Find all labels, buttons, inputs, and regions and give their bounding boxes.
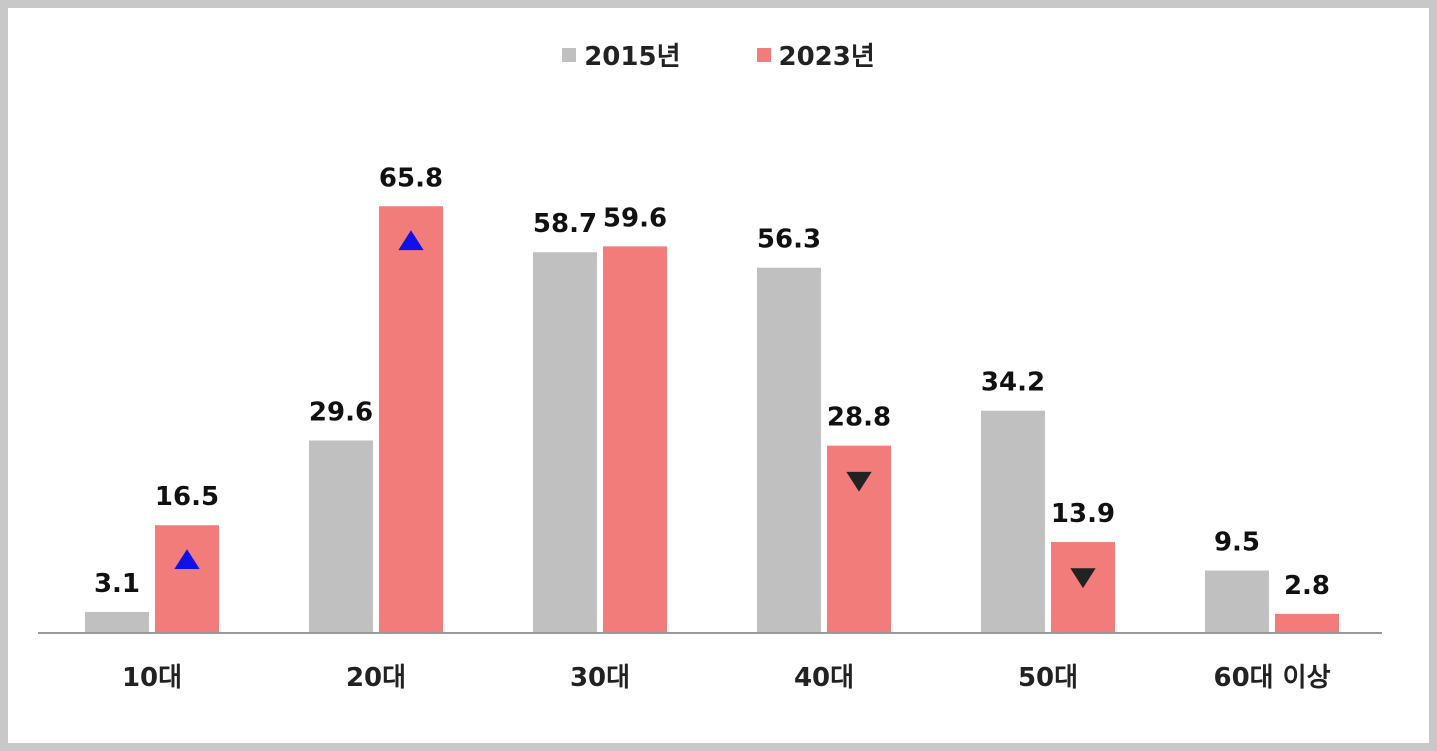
bar-2015-2 [533,252,597,632]
legend: 2015년 2023년 [0,36,1437,73]
data-label-2015-3: 56.3 [757,225,821,255]
decrease-marker-icon-2 [846,471,872,492]
x-tick-label-0: 10대 [122,663,182,693]
legend-label-2015: 2015년 [584,42,681,72]
data-label-2015-1: 29.6 [309,397,373,427]
data-label-2015-0: 3.1 [94,569,140,599]
bar-2023-1 [379,206,443,633]
x-tick-label-4: 50대 [1018,663,1078,693]
bar-2023-2 [603,246,667,632]
x-tick-label-1: 20대 [346,663,406,693]
data-label-2023-5: 2.8 [1284,571,1330,601]
bar-2023-0 [155,525,219,632]
decrease-marker-icon-3 [1070,568,1096,589]
bar-2015-1 [309,440,373,632]
bar-2015-0 [85,611,149,632]
legend-item-2015: 2015년 [562,36,681,73]
bar-2023-5 [1275,613,1339,632]
data-label-2015-2: 58.7 [533,209,597,239]
data-label-2023-0: 16.5 [155,482,219,512]
data-label-2023-1: 65.8 [379,163,443,193]
legend-item-2023: 2023년 [756,36,875,73]
x-tick-label-2: 30대 [570,663,630,693]
bar-2015-3 [757,267,821,632]
legend-swatch-2023 [756,47,771,62]
increase-marker-icon-1 [398,230,424,251]
bar-2015-4 [981,410,1045,632]
x-tick-label-3: 40대 [794,663,854,693]
data-label-2015-4: 34.2 [981,368,1045,398]
data-label-2015-5: 9.5 [1214,528,1260,558]
legend-label-2023: 2023년 [778,42,875,72]
data-label-2023-2: 59.6 [603,203,667,233]
x-tick-label-5: 60대 이상 [1214,663,1331,693]
data-label-2023-3: 28.8 [827,403,891,433]
legend-swatch-2015 [562,47,577,62]
data-label-2023-4: 13.9 [1051,499,1115,529]
bar-2015-5 [1205,570,1269,632]
increase-marker-icon-0 [174,549,200,570]
